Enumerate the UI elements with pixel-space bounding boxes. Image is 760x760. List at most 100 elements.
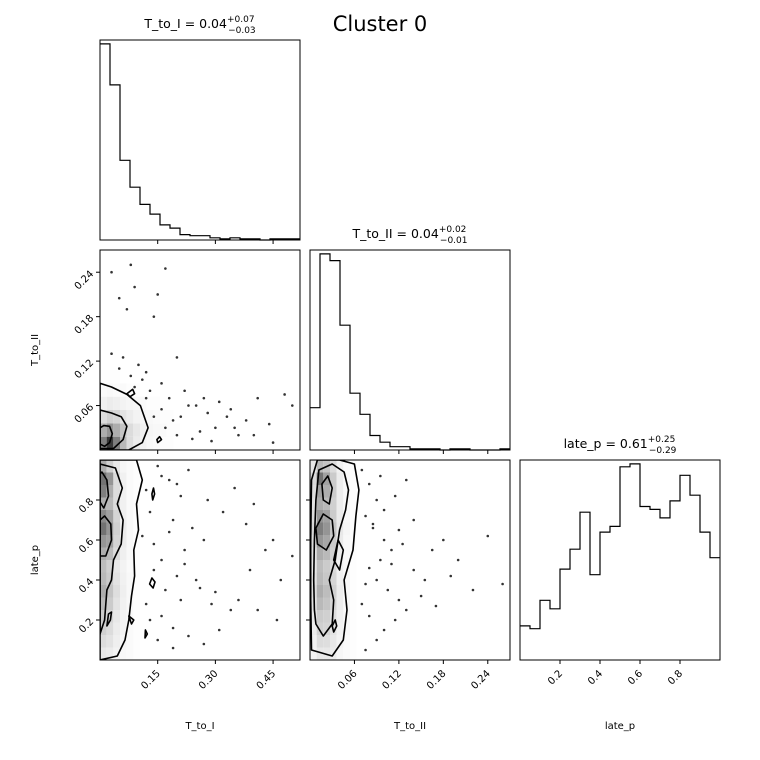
scatter-point bbox=[156, 638, 159, 642]
density-cell bbox=[106, 635, 114, 648]
density-cell bbox=[160, 410, 167, 424]
y-axis-label: late_p bbox=[30, 545, 41, 575]
density-cell bbox=[126, 547, 134, 560]
density-cell bbox=[343, 472, 350, 485]
density-cell bbox=[310, 472, 317, 485]
panel-frame bbox=[99, 459, 301, 661]
scatter-point bbox=[237, 433, 240, 437]
density-cell bbox=[100, 597, 107, 610]
scatter-point bbox=[442, 538, 445, 542]
density-cell bbox=[316, 510, 324, 523]
density-cell bbox=[100, 622, 107, 635]
scatter-point bbox=[419, 594, 423, 598]
density-cell bbox=[323, 622, 330, 635]
scatter-point bbox=[264, 548, 267, 552]
scatter-point bbox=[148, 389, 152, 393]
density-cell bbox=[113, 460, 120, 473]
scatter-point bbox=[397, 598, 401, 602]
density-cell bbox=[350, 622, 357, 635]
contour-line bbox=[100, 515, 113, 557]
density-cell bbox=[126, 460, 134, 473]
density-cell bbox=[316, 560, 324, 573]
title-err-minus: −0.29 bbox=[649, 446, 677, 456]
scatter-point bbox=[183, 548, 186, 552]
contour-line bbox=[315, 513, 335, 551]
density-cell bbox=[310, 535, 317, 548]
scatter-point bbox=[156, 293, 159, 296]
density-cell bbox=[120, 560, 127, 573]
density-cell bbox=[343, 460, 350, 473]
scatter-point bbox=[456, 558, 460, 562]
scatter-point bbox=[133, 385, 136, 389]
density-cell bbox=[120, 410, 127, 424]
panel-frame bbox=[519, 459, 721, 661]
density-cell bbox=[113, 635, 120, 648]
density-cell bbox=[100, 370, 107, 384]
scatter-point bbox=[175, 356, 179, 359]
density-cell bbox=[106, 497, 114, 510]
scatter-point bbox=[229, 407, 233, 411]
density-cell bbox=[106, 396, 114, 410]
density-cell bbox=[350, 485, 357, 498]
density-cell bbox=[126, 485, 134, 498]
y-tick-label: 0.06 bbox=[73, 402, 97, 426]
density-cell bbox=[126, 535, 134, 548]
density-cell bbox=[133, 423, 140, 437]
density-cell bbox=[146, 436, 154, 450]
contour-line bbox=[128, 615, 135, 625]
density-cell bbox=[120, 436, 127, 450]
scatter-point bbox=[164, 588, 167, 592]
density-cell bbox=[113, 423, 120, 437]
density-cell bbox=[126, 635, 134, 648]
scatter-point bbox=[283, 393, 286, 396]
density-cell bbox=[343, 535, 350, 548]
density-cell bbox=[330, 460, 337, 473]
density-cell bbox=[106, 472, 114, 485]
density-cell bbox=[113, 436, 120, 450]
density-cell bbox=[336, 647, 344, 660]
density-cell bbox=[126, 472, 134, 485]
density-cell bbox=[100, 560, 107, 573]
scatter-point bbox=[183, 562, 186, 566]
density-cell bbox=[126, 622, 134, 635]
density-cell bbox=[126, 560, 134, 573]
scatter-point bbox=[256, 608, 259, 612]
density-cell bbox=[106, 547, 114, 560]
contour-line bbox=[100, 382, 149, 450]
density-cell bbox=[336, 485, 344, 498]
density-cell bbox=[126, 647, 134, 660]
scatter-point bbox=[397, 528, 401, 532]
scatter-point bbox=[206, 498, 209, 502]
density-cell bbox=[153, 410, 160, 424]
scatter-point bbox=[404, 608, 408, 612]
density-cell bbox=[133, 647, 140, 660]
density-cell bbox=[133, 522, 140, 535]
density-cell bbox=[350, 585, 357, 598]
scatter-point bbox=[187, 468, 190, 472]
density-cell bbox=[310, 610, 317, 623]
scatter-point bbox=[271, 538, 275, 542]
scatter-point bbox=[179, 598, 183, 602]
scatter-point bbox=[404, 478, 408, 482]
density-cell bbox=[166, 410, 174, 424]
contour-line bbox=[151, 487, 156, 501]
density-cell bbox=[350, 460, 357, 473]
contour-line bbox=[321, 475, 333, 505]
density-cell bbox=[343, 560, 350, 573]
scatter-point bbox=[390, 562, 393, 566]
density-cell bbox=[113, 472, 120, 485]
density-cell bbox=[323, 585, 330, 598]
density-cell bbox=[120, 510, 127, 523]
density-cell bbox=[113, 370, 120, 384]
density-cell bbox=[113, 597, 120, 610]
density-cell bbox=[120, 522, 127, 535]
scatter-point bbox=[187, 634, 190, 638]
density-cell bbox=[126, 585, 134, 598]
figure-title: Cluster 0 bbox=[333, 12, 428, 36]
scatter-point bbox=[367, 482, 371, 486]
density-cell bbox=[100, 472, 107, 485]
density-cell bbox=[160, 436, 167, 450]
scatter-point bbox=[152, 315, 156, 318]
density-cell bbox=[106, 647, 114, 660]
density-cell bbox=[323, 560, 330, 573]
